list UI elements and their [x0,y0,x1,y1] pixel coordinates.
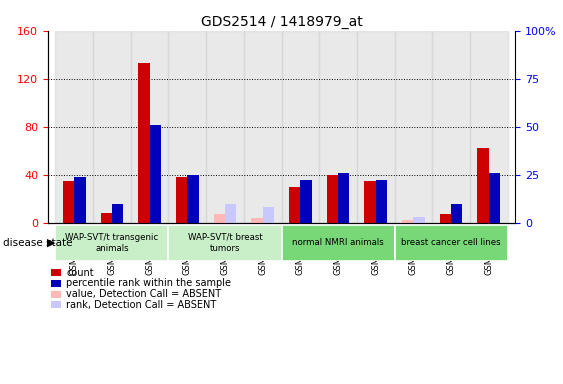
Bar [413,217,425,223]
Bar [282,225,395,261]
Bar [402,220,413,223]
Text: normal NMRI animals: normal NMRI animals [292,238,384,247]
Bar [251,218,263,223]
Bar [395,225,508,261]
Text: GDS2514 / 1418979_at: GDS2514 / 1418979_at [200,15,363,29]
Text: WAP-SVT/t breast
tumors: WAP-SVT/t breast tumors [187,233,262,253]
Bar [451,204,462,223]
Bar [74,177,86,223]
Bar [395,31,432,223]
Bar [138,63,150,223]
Bar [432,31,470,223]
Bar [289,187,300,223]
Bar [244,31,282,223]
Text: disease state: disease state [3,238,72,248]
Bar [55,31,93,223]
Bar [470,31,508,223]
Text: percentile rank within the sample: percentile rank within the sample [66,278,231,288]
Bar [440,214,451,223]
Text: ▶: ▶ [47,238,55,248]
Bar [364,181,376,223]
Bar [112,204,123,223]
Bar [131,31,168,223]
Bar [225,204,236,223]
Bar [327,175,338,223]
Bar [55,225,168,261]
Text: value, Detection Call = ABSENT: value, Detection Call = ABSENT [66,289,222,299]
Bar [101,213,112,223]
Text: count: count [66,268,94,278]
Bar [477,148,489,223]
Bar [263,207,274,223]
Bar [150,125,161,223]
Bar [187,175,199,223]
Bar [489,173,500,223]
Text: rank, Detection Call = ABSENT: rank, Detection Call = ABSENT [66,300,217,310]
Bar [176,177,187,223]
Bar [206,31,244,223]
Text: breast cancer cell lines: breast cancer cell lines [401,238,501,247]
Bar [338,173,349,223]
Bar [93,31,131,223]
Bar [300,180,312,223]
Bar [376,180,387,223]
Text: WAP-SVT/t transgenic
animals: WAP-SVT/t transgenic animals [65,233,158,253]
Bar [63,181,74,223]
Bar [282,31,319,223]
Bar [214,214,225,223]
Bar [168,225,282,261]
Bar [319,31,357,223]
Bar [168,31,206,223]
Bar [357,31,395,223]
